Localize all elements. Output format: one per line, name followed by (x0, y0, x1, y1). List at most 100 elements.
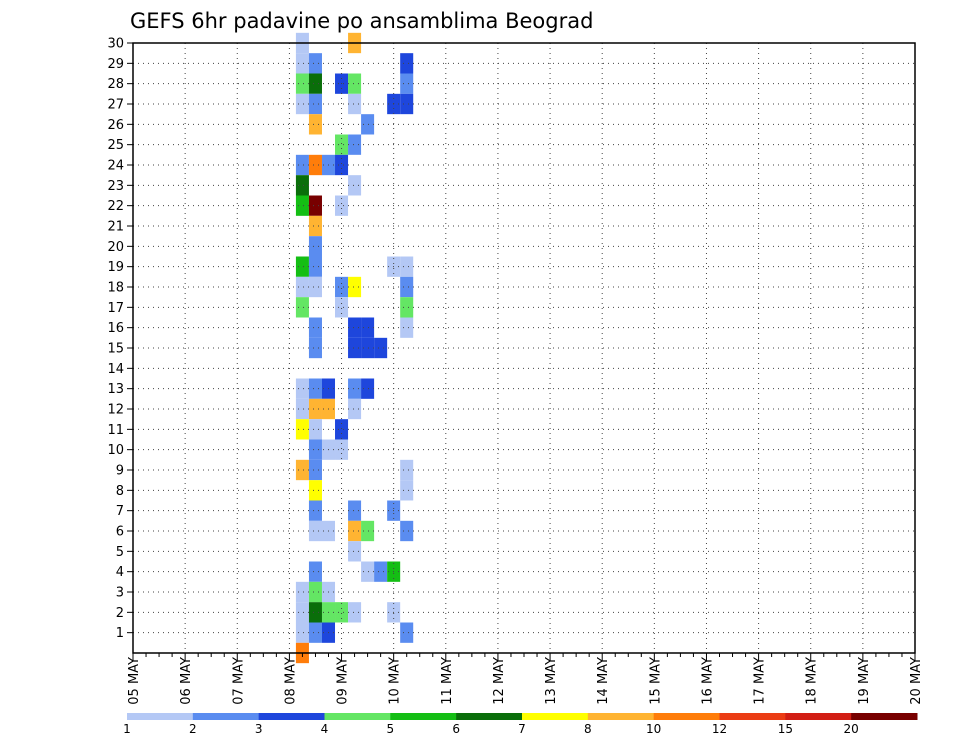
y-tick-label: 20 (107, 240, 124, 255)
colorbar-swatch (192, 713, 260, 720)
heatmap-cell (400, 93, 414, 115)
heatmap-cell (308, 439, 322, 460)
heatmap-cell (308, 337, 322, 359)
x-tick-label: 12 MAY (492, 657, 507, 705)
grid (133, 42, 915, 653)
y-tick-label: 18 (107, 281, 124, 296)
y-tick-label: 21 (107, 220, 124, 235)
colorbar-swatch (127, 713, 194, 720)
y-tick-label: 9 (116, 464, 124, 479)
y-tick-label: 19 (107, 260, 124, 275)
y-tick-label: 23 (107, 179, 124, 194)
y-tick-label: 27 (107, 98, 124, 113)
heatmap-cell (308, 256, 322, 277)
y-tick-label: 15 (107, 342, 124, 357)
heatmap-cell (308, 317, 322, 338)
heatmap-cell (295, 419, 309, 440)
x-tick-label: 06 MAY (179, 657, 194, 705)
y-tick-label: 29 (107, 57, 124, 72)
heatmap-cell (295, 378, 309, 399)
heatmap-cell (308, 195, 322, 216)
heatmap-cell (335, 195, 349, 216)
colorbar-label: 5 (387, 722, 395, 736)
heatmap-cell (295, 154, 309, 176)
heatmap-cell (335, 134, 349, 155)
heatmap-cell (348, 175, 362, 196)
colorbar-swatch (390, 713, 457, 720)
colorbar-label: 2 (189, 722, 197, 736)
colorbar-label: 8 (584, 722, 592, 736)
y-tick-label: 28 (107, 77, 124, 92)
y-tick-label: 2 (116, 606, 124, 621)
heatmap-cell (308, 236, 322, 257)
heatmap-cell (308, 53, 322, 74)
colorbar-swatch (522, 713, 589, 720)
heatmap-cell (374, 337, 388, 359)
heatmap-cell (361, 520, 375, 542)
heatmap-cell (295, 459, 309, 481)
y-tick-label: 24 (107, 159, 124, 174)
x-tick-label: 11 MAY (440, 657, 455, 705)
heatmap-cell (348, 500, 362, 521)
colorbar-swatch (324, 713, 391, 720)
y-tick-label: 13 (107, 382, 124, 397)
heatmap-cell (295, 195, 309, 216)
heatmap-cell (400, 73, 414, 94)
heatmap-cell (348, 541, 362, 562)
heatmap-cell (348, 378, 362, 399)
heatmap-cell (348, 317, 362, 338)
heatmap-cell (348, 602, 362, 623)
y-tick-label: 7 (116, 504, 124, 519)
x-tick-label: 16 MAY (700, 657, 715, 705)
heatmap-cell (308, 73, 322, 94)
colorbar-label: 15 (778, 722, 793, 736)
heatmap-cells (295, 32, 414, 664)
heatmap-cell (308, 602, 322, 623)
y-tick-label: 5 (116, 545, 124, 560)
x-tick-label: 09 MAY (336, 657, 351, 705)
heatmap-cell (295, 622, 309, 643)
heatmap-cell (308, 459, 322, 481)
y-tick-label: 14 (107, 362, 124, 377)
heatmap-cell (295, 175, 309, 196)
heatmap-cell (308, 500, 322, 521)
heatmap-cell (348, 134, 362, 155)
heatmap-cell (308, 154, 322, 176)
heatmap-cell (348, 520, 362, 542)
heatmap-cell (400, 480, 414, 501)
heatmap-cell (308, 93, 322, 115)
colorbar-swatch (719, 713, 786, 720)
x-tick-label: 10 MAY (388, 657, 403, 705)
x-tick-label: 08 MAY (283, 657, 298, 705)
heatmap-cell (400, 53, 414, 74)
colorbar-swatch (456, 713, 523, 720)
heatmap-cell (295, 398, 309, 420)
heatmap-cell (361, 317, 375, 338)
heatmap-cell (308, 520, 322, 542)
heatmap-cell (348, 73, 362, 94)
heatmap-cell (335, 419, 349, 440)
x-tick-label: 17 MAY (753, 657, 768, 705)
y-tick-label: 16 (107, 321, 124, 336)
x-tick-label: 19 MAY (857, 657, 872, 705)
colorbar-label: 3 (255, 722, 263, 736)
heatmap-cell (308, 419, 322, 440)
heatmap-cell (308, 561, 322, 582)
y-tick-label: 8 (116, 484, 124, 499)
y-tick-label: 4 (116, 565, 124, 580)
heatmap-cell (348, 276, 362, 298)
heatmap-cell (308, 581, 322, 603)
heatmap-cell (295, 297, 309, 318)
heatmap-cell (400, 297, 414, 318)
colorbar-label: 6 (452, 722, 460, 736)
heatmap-cell (295, 256, 309, 277)
colorbar-swatch (851, 713, 918, 720)
heatmap-cell (295, 581, 309, 603)
heatmap-cell (308, 480, 322, 501)
colorbar-swatch (258, 713, 325, 720)
heatmap-cell (308, 398, 322, 420)
heatmap-cell (308, 114, 322, 135)
heatmap-cell (308, 378, 322, 399)
heatmap-cell (335, 297, 349, 318)
